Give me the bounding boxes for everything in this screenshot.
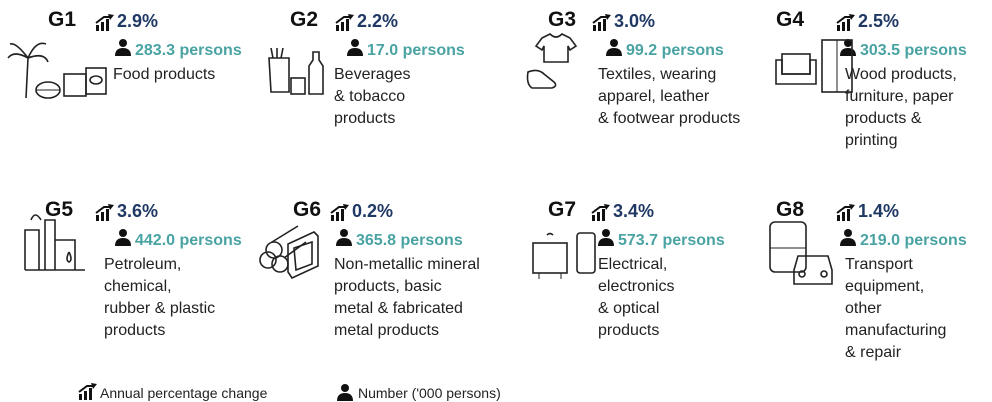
description-line: & repair (845, 344, 902, 361)
group-code: G2 (290, 8, 319, 31)
trend-icon (591, 204, 610, 221)
person-icon (347, 39, 363, 56)
description-line: printing (845, 132, 898, 149)
description-line: rubber & plastic (104, 300, 216, 317)
person-icon (115, 229, 131, 246)
description-line: other (845, 300, 882, 317)
description-line: Petroleum, (104, 256, 182, 273)
group-icon (526, 33, 578, 89)
annual-change: 2.2% (357, 11, 399, 31)
persons-count: 219.0 persons (860, 232, 967, 249)
legend-trend-icon (78, 383, 97, 400)
trend-icon (836, 14, 855, 31)
description-line: Food products (113, 66, 216, 83)
persons-count: 573.7 persons (618, 232, 725, 249)
annual-change: 3.6% (117, 201, 159, 221)
description-line: furniture, paper (845, 88, 954, 105)
description-line: Textiles, wearing (598, 66, 717, 83)
trend-icon (836, 204, 855, 221)
annual-change: 0.2% (352, 201, 394, 221)
description-line: manufacturing (845, 322, 947, 339)
legend-persons: Number ('000 persons) (358, 385, 501, 401)
description-line: products (104, 322, 166, 339)
description-line: Beverages (334, 66, 411, 83)
group-icon (532, 232, 596, 279)
description-line: & optical (598, 300, 660, 317)
description-line: Electrical, (598, 256, 668, 273)
group-icon (769, 221, 833, 285)
group-icon (775, 39, 853, 93)
trend-icon (330, 204, 349, 221)
trend-icon (592, 14, 611, 31)
group-code: G3 (548, 8, 577, 31)
persons-count: 303.5 persons (860, 42, 967, 59)
person-icon (336, 229, 352, 246)
description-line: metal & fabricated (334, 300, 463, 317)
description-line: & footwear products (598, 110, 741, 127)
group-icon (259, 225, 319, 280)
description-line: equipment, (845, 278, 925, 295)
persons-count: 283.3 persons (135, 42, 242, 59)
description-line: products (334, 110, 396, 127)
annual-change: 3.4% (613, 201, 655, 221)
persons-count: 99.2 persons (626, 42, 724, 59)
group-code: G5 (45, 198, 74, 221)
group-icon (24, 214, 85, 271)
description-line: metal products (334, 322, 439, 339)
group-code: G8 (776, 198, 805, 221)
group-icon (7, 42, 107, 99)
annual-change: 1.4% (858, 201, 900, 221)
description-line: chemical, (104, 278, 172, 295)
annual-change: 2.9% (117, 11, 159, 31)
person-icon (606, 39, 622, 56)
legend-change: Annual percentage change (100, 385, 268, 401)
group-code: G7 (548, 198, 577, 221)
group-code: G6 (293, 198, 322, 221)
legend-person-icon (337, 384, 353, 401)
person-icon (840, 229, 856, 246)
description-line: products & (845, 110, 922, 127)
person-icon (598, 229, 614, 246)
annual-change: 2.5% (858, 11, 900, 31)
description-line: Non-metallic mineral (334, 256, 480, 273)
trend-icon (95, 204, 114, 221)
group-code: G4 (776, 8, 805, 31)
persons-count: 17.0 persons (367, 42, 465, 59)
group-code: G1 (48, 8, 77, 31)
group-icon (268, 47, 324, 95)
description-line: apparel, leather (598, 88, 710, 105)
description-line: Wood products, (845, 66, 957, 83)
persons-count: 442.0 persons (135, 232, 242, 249)
trend-icon (95, 14, 114, 31)
description-line: & tobacco (334, 88, 406, 105)
description-line: Transport (845, 256, 913, 273)
description-line: electronics (598, 278, 675, 295)
description-line: products, basic (334, 278, 442, 295)
persons-count: 365.8 persons (356, 232, 463, 249)
person-icon (115, 39, 131, 56)
trend-icon (335, 14, 354, 31)
description-line: products (598, 322, 660, 339)
annual-change: 3.0% (614, 11, 656, 31)
